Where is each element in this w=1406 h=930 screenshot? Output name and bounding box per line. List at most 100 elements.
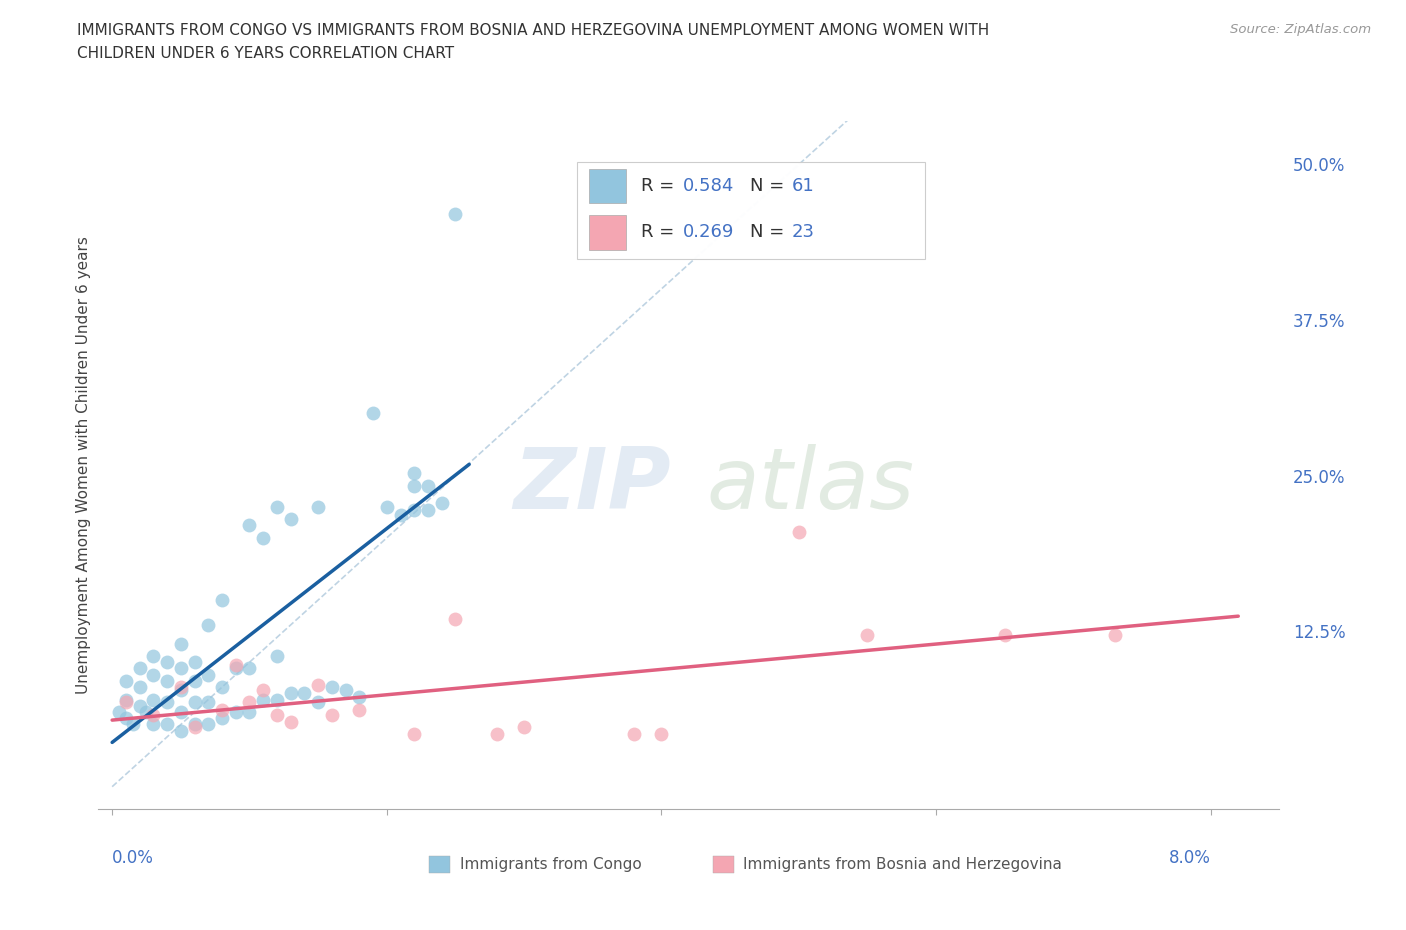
Text: N =: N = [751, 178, 790, 195]
Point [142, 707, 165, 722]
Point [170, 636, 193, 651]
Point [128, 680, 150, 695]
Point [787, 525, 810, 539]
Point [280, 686, 302, 701]
Point [156, 717, 179, 732]
Point [115, 692, 138, 707]
Point [444, 206, 467, 221]
Bar [589, 215, 626, 249]
Point [307, 499, 329, 514]
Point [335, 683, 357, 698]
Point [170, 661, 193, 676]
Point [623, 727, 645, 742]
Point [197, 618, 219, 632]
Point [183, 695, 205, 710]
Point [225, 661, 247, 676]
Point [108, 705, 131, 720]
Text: 0.269: 0.269 [683, 223, 734, 242]
Point [197, 695, 219, 710]
Point [170, 680, 193, 695]
Point [170, 683, 193, 698]
Text: 61: 61 [792, 178, 814, 195]
Point [115, 711, 138, 725]
Point [142, 667, 165, 682]
Point [430, 496, 453, 511]
Point [128, 698, 150, 713]
Point [307, 695, 329, 710]
Text: ZIP: ZIP [513, 445, 671, 527]
Point [349, 690, 371, 705]
Point [294, 686, 316, 701]
Point [135, 705, 157, 720]
Point [513, 720, 536, 735]
Point [238, 695, 260, 710]
Text: 23: 23 [792, 223, 814, 242]
Point [252, 692, 274, 707]
Point [404, 466, 426, 481]
Point [650, 727, 672, 742]
Point [321, 680, 343, 695]
Point [307, 677, 329, 692]
Text: atlas: atlas [707, 445, 915, 527]
Point [856, 628, 879, 643]
Point [349, 702, 371, 717]
Point [416, 503, 439, 518]
Point [404, 478, 426, 493]
Point [375, 499, 398, 514]
Point [183, 717, 205, 732]
Point [1104, 628, 1126, 643]
Point [225, 658, 247, 672]
Point [211, 680, 233, 695]
Point [994, 628, 1017, 643]
Text: 8.0%: 8.0% [1168, 849, 1211, 867]
Point [156, 673, 179, 688]
Point [197, 667, 219, 682]
Point [266, 648, 288, 663]
Point [183, 673, 205, 688]
Point [183, 720, 205, 735]
Text: Source: ZipAtlas.com: Source: ZipAtlas.com [1230, 23, 1371, 36]
Text: 0.584: 0.584 [683, 178, 734, 195]
Point [485, 727, 508, 742]
Point [170, 724, 193, 738]
Point [156, 695, 179, 710]
Point [115, 695, 138, 710]
Point [404, 503, 426, 518]
Text: 0.0%: 0.0% [112, 849, 155, 867]
Point [238, 518, 260, 533]
Point [211, 702, 233, 717]
Text: R =: R = [641, 178, 679, 195]
Point [142, 717, 165, 732]
Point [361, 405, 384, 420]
Point [321, 707, 343, 722]
Point [128, 661, 150, 676]
Point [142, 692, 165, 707]
Point [280, 512, 302, 526]
Text: CHILDREN UNDER 6 YEARS CORRELATION CHART: CHILDREN UNDER 6 YEARS CORRELATION CHART [77, 46, 454, 61]
Point [197, 717, 219, 732]
Point [238, 661, 260, 676]
Point [115, 673, 138, 688]
Point [266, 707, 288, 722]
Y-axis label: Unemployment Among Women with Children Under 6 years: Unemployment Among Women with Children U… [76, 236, 91, 694]
Point [183, 655, 205, 670]
Point [389, 508, 412, 523]
Text: Immigrants from Bosnia and Herzegovina: Immigrants from Bosnia and Herzegovina [744, 857, 1062, 872]
Point [252, 683, 274, 698]
Point [211, 592, 233, 607]
Point [238, 705, 260, 720]
Bar [713, 856, 734, 873]
Point [444, 611, 467, 626]
Point [121, 717, 143, 732]
Bar [589, 169, 626, 204]
FancyBboxPatch shape [576, 162, 925, 259]
Point [142, 648, 165, 663]
Point [156, 655, 179, 670]
Text: Immigrants from Congo: Immigrants from Congo [460, 857, 641, 872]
Point [225, 705, 247, 720]
Text: R =: R = [641, 223, 679, 242]
Point [211, 711, 233, 725]
Point [280, 714, 302, 729]
Text: N =: N = [751, 223, 790, 242]
Point [252, 530, 274, 545]
